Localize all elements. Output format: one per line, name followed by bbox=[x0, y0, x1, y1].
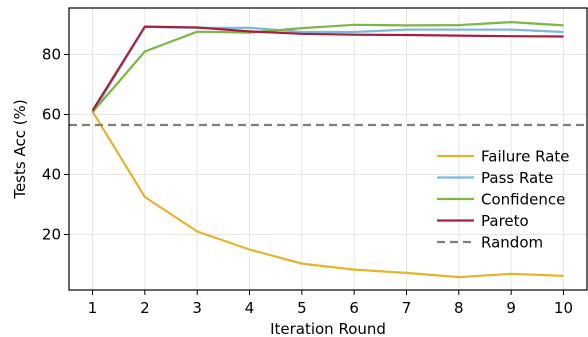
x-tick-label: 7 bbox=[402, 299, 412, 317]
legend-label-random: Random bbox=[481, 234, 543, 252]
plot-frame bbox=[68, 7, 588, 291]
legend-label-confidence: Confidence bbox=[481, 191, 565, 209]
x-tick-label: 10 bbox=[554, 299, 573, 317]
series-line-pareto bbox=[91, 25, 564, 112]
x-tick-label: 3 bbox=[192, 299, 202, 317]
x-axis-ticks: 1 2 3 4 5 6 7 8 9 10 bbox=[88, 290, 573, 317]
grid-lines bbox=[69, 8, 587, 290]
y-axis-ticks: 20 40 60 80 bbox=[42, 46, 69, 244]
legend-label-pareto: Pareto bbox=[481, 212, 529, 230]
x-tick-label: 2 bbox=[140, 299, 150, 317]
x-tick-label: 8 bbox=[454, 299, 464, 317]
x-tick-label: 1 bbox=[88, 299, 98, 317]
y-tick-label: 40 bbox=[42, 166, 61, 184]
x-axis-label: Iteration Round bbox=[270, 320, 386, 337]
legend-label-failure-rate: Failure Rate bbox=[481, 148, 570, 166]
series-line-confidence bbox=[91, 21, 564, 113]
y-tick-label: 60 bbox=[42, 106, 61, 124]
y-tick-label: 20 bbox=[42, 226, 61, 244]
legend-label-pass-rate: Pass Rate bbox=[481, 169, 553, 187]
series-line-failure-rate bbox=[91, 110, 564, 279]
x-tick-label: 9 bbox=[506, 299, 516, 317]
legend: Failure Rate Pass Rate Confidence Pareto Ran… bbox=[437, 148, 570, 252]
series-lines bbox=[69, 21, 587, 279]
y-tick-label: 80 bbox=[42, 46, 61, 64]
x-tick-label: 4 bbox=[245, 299, 255, 317]
y-axis-label: Tests Acc (%) bbox=[11, 99, 29, 199]
x-tick-label: 5 bbox=[297, 299, 307, 317]
x-tick-label: 6 bbox=[349, 299, 359, 317]
series-line-pass-rate bbox=[91, 25, 564, 114]
